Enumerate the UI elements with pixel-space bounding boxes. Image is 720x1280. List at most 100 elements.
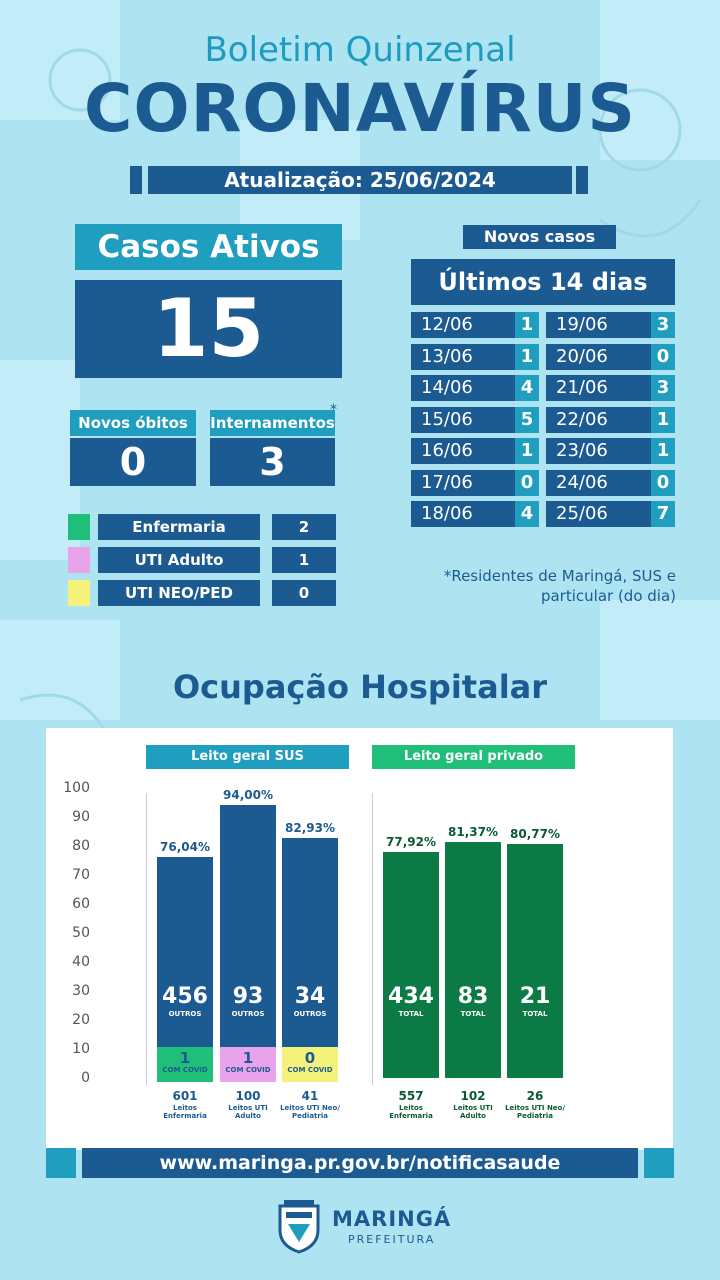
new-cases-count: 3 <box>651 312 675 338</box>
new-cases-period: Últimos 14 dias <box>411 259 675 305</box>
breakdown-value: 0 <box>272 580 336 606</box>
new-cases-count: 1 <box>651 406 675 433</box>
new-cases-row: 24/06 0 <box>546 469 675 496</box>
bed-capacity-label: Leitos UTI Neo/ Pediatria <box>505 1104 565 1120</box>
bar-count-value: 34 <box>294 984 326 1009</box>
covid-count-value: 1 <box>179 1049 191 1067</box>
chart-bar <box>220 805 276 1078</box>
new-cases-row: 18/06 4 <box>411 501 539 527</box>
chart-bar <box>383 852 439 1078</box>
new-cases-row: 14/06 4 <box>411 375 539 401</box>
new-deaths-value: 0 <box>70 438 196 486</box>
covid-count-label: COM COVID <box>287 1066 333 1074</box>
bar-count-value: 83 <box>457 984 489 1009</box>
new-cases-label: Novos casos <box>463 225 616 249</box>
new-cases-date: 19/06 <box>556 314 608 335</box>
new-cases-date: 14/06 <box>421 377 473 398</box>
footnote: *Residentes de Maringá, SUS e particular… <box>443 567 676 605</box>
footer-cap-left <box>46 1148 76 1178</box>
bed-capacity-label: Leitos UTI Adulto <box>453 1104 493 1120</box>
y-tick-label: 0 <box>81 1070 90 1086</box>
chart-group-label: Leito geral SUS <box>146 745 349 769</box>
new-cases-date: 23/06 <box>556 440 608 461</box>
bar-count-label: OUTROS <box>168 1010 202 1018</box>
hospitalizations-asterisk: * <box>330 402 337 418</box>
bed-capacity-label: Leitos UTI Neo/ Pediatria <box>280 1104 340 1120</box>
bed-capacity-value: 102 <box>460 1089 486 1103</box>
y-tick-label: 50 <box>72 925 90 941</box>
bar-count-value: 21 <box>519 984 551 1009</box>
y-tick-label: 100 <box>63 780 90 796</box>
logo-name: MARINGÁ <box>332 1207 452 1231</box>
covid-count-label: COM COVID <box>225 1066 271 1074</box>
covid-count-box: 0 COM COVID <box>282 1047 338 1082</box>
update-date: Atualização: 25/06/2024 <box>148 166 572 194</box>
new-cases-date: 22/06 <box>556 408 608 430</box>
y-tick-label: 10 <box>72 1041 90 1057</box>
new-cases-row: 23/06 1 <box>546 438 675 464</box>
chart-panel <box>46 728 673 1150</box>
hospitalizations-label: Internamentos <box>210 410 335 436</box>
new-cases-count: 3 <box>651 375 675 401</box>
new-cases-count: 7 <box>651 501 675 527</box>
covid-count-box: 1 COM COVID <box>157 1047 213 1082</box>
bar-percent-label: 76,04% <box>160 840 210 855</box>
breakdown-name: Enfermaria <box>98 514 260 540</box>
bed-capacity-label: Leitos Enfermaria <box>389 1104 433 1120</box>
new-cases-date: 17/06 <box>421 471 473 493</box>
new-cases-date: 13/06 <box>421 345 473 367</box>
y-tick-label: 90 <box>72 809 90 825</box>
logo-subtitle: PREFEITURA <box>348 1233 436 1246</box>
new-cases-date: 21/06 <box>556 377 608 398</box>
covid-count-box: 1 COM COVID <box>220 1047 276 1082</box>
new-cases-date: 20/06 <box>556 345 608 367</box>
chart-bar <box>282 837 338 1078</box>
active-cases-value: 15 <box>75 280 342 378</box>
new-cases-row: 22/06 1 <box>546 406 675 433</box>
bar-count-value: 434 <box>388 984 434 1009</box>
new-cases-count: 5 <box>515 406 539 433</box>
bar-percent-label: 94,00% <box>223 788 273 803</box>
bulletin-subtitle: Boletim Quinzenal <box>204 30 516 70</box>
new-deaths-label: Novos óbitos <box>70 410 196 436</box>
bar-count-value: 93 <box>232 984 264 1009</box>
chart-bar <box>445 842 501 1078</box>
y-tick-label: 30 <box>72 983 90 999</box>
new-cases-row: 16/06 1 <box>411 438 539 464</box>
bar-percent-label: 77,92% <box>386 835 436 850</box>
new-cases-count: 0 <box>651 469 675 496</box>
bar-count-label: TOTAL <box>398 1010 424 1018</box>
covid-count-value: 1 <box>242 1049 254 1067</box>
new-cases-date: 24/06 <box>556 471 608 493</box>
new-cases-count: 1 <box>651 438 675 464</box>
bed-capacity-label: Leitos UTI Adulto <box>228 1104 268 1120</box>
new-cases-count: 4 <box>515 375 539 401</box>
new-cases-row: 25/06 7 <box>546 501 675 527</box>
new-cases-row: 19/06 3 <box>546 312 675 338</box>
new-cases-count: 0 <box>515 469 539 496</box>
bed-capacity-value: 26 <box>526 1089 544 1103</box>
covid-count-label: COM COVID <box>162 1066 208 1074</box>
new-cases-count: 4 <box>515 501 539 527</box>
new-cases-count: 1 <box>515 343 539 370</box>
new-cases-row: 15/06 5 <box>411 406 539 433</box>
page-title: CORONAVÍRUS <box>84 70 636 147</box>
city-crest-icon <box>278 1200 320 1254</box>
breakdown-name: UTI Adulto <box>98 547 260 573</box>
update-bar-cap-left <box>130 166 142 194</box>
bar-count-label: TOTAL <box>522 1010 548 1018</box>
breakdown-name: UTI NEO/PED <box>98 580 260 606</box>
breakdown-value: 1 <box>272 547 336 573</box>
y-tick-label: 70 <box>72 867 90 883</box>
notification-url[interactable]: www.maringa.pr.gov.br/notificasaude <box>82 1148 638 1178</box>
chart-bar <box>157 857 213 1078</box>
new-cases-date: 18/06 <box>421 503 473 524</box>
legend-swatch <box>68 547 90 573</box>
new-cases-date: 25/06 <box>556 503 608 524</box>
bar-count-label: OUTROS <box>293 1010 327 1018</box>
chart-bar <box>507 843 563 1078</box>
breakdown-value: 2 <box>272 514 336 540</box>
y-tick-label: 40 <box>72 954 90 970</box>
new-cases-row: 13/06 1 <box>411 343 539 370</box>
bed-capacity-value: 100 <box>235 1089 261 1103</box>
